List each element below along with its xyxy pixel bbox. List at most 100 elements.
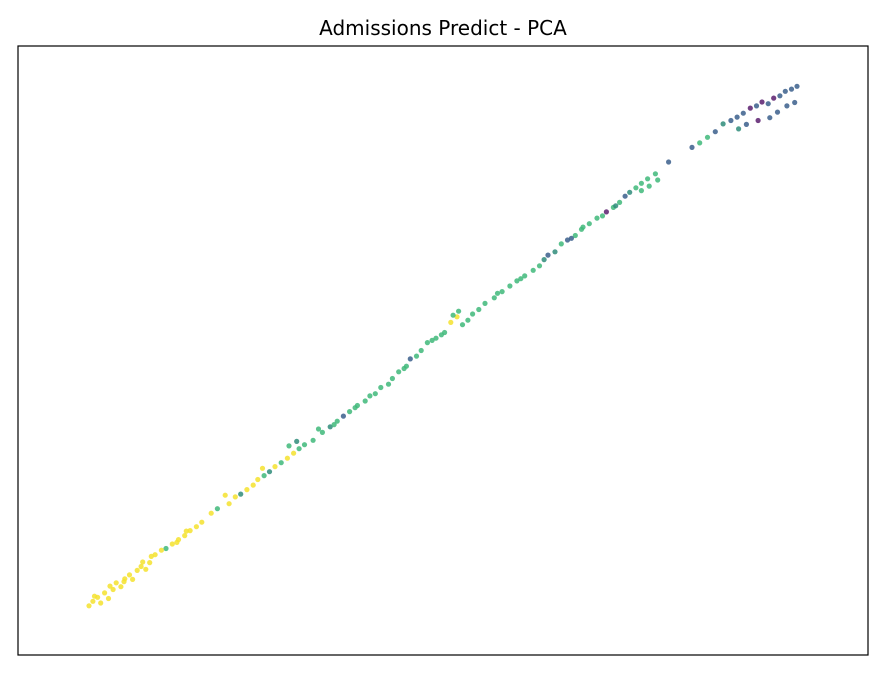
data-point [226,501,232,507]
data-point [105,595,112,602]
data-point [429,337,435,343]
data-point [765,101,771,107]
data-point [720,121,726,127]
data-point [552,249,558,255]
data-point [697,140,703,146]
data-point [86,603,92,609]
data-point [362,398,368,404]
data-point [413,353,420,359]
data-point [121,579,127,585]
data-point [183,528,189,534]
data-point [403,363,409,369]
data-point [491,295,497,301]
plot-area-frame [17,45,869,656]
data-point [174,539,180,546]
data-point [767,115,773,121]
data-point [126,572,133,578]
data-point [261,473,267,479]
data-point [572,232,578,239]
data-point [613,203,619,209]
data-point [438,332,444,338]
data-point [530,267,536,273]
data-point [148,553,154,560]
data-point [91,593,98,599]
data-point [736,126,742,132]
data-point [459,322,466,328]
data-point [499,289,505,295]
data-point [794,83,800,89]
data-point [652,171,659,177]
data-point [784,103,790,109]
data-point [158,547,164,553]
data-point [476,306,482,313]
data-point [250,482,256,488]
data-point [704,134,711,140]
data-point [594,215,600,221]
data-point [98,600,104,606]
data-point [140,559,146,565]
data-point [372,391,378,397]
data-point [389,375,395,382]
data-point [284,455,290,461]
data-point [238,491,244,497]
data-point [617,199,623,205]
data-point [792,99,798,106]
data-point [118,584,124,590]
data-point [193,524,199,530]
data-point [564,237,571,243]
data-point [743,121,750,127]
data-point [319,429,325,435]
data-point [266,469,273,475]
data-point [712,129,718,135]
data-point [278,460,284,466]
data-point [310,437,316,443]
data-point [759,99,765,105]
data-point [777,93,783,99]
data-point [522,273,528,279]
data-point [169,541,175,547]
data-point [182,533,188,539]
data-point [214,506,220,512]
data-point [655,177,661,183]
data-point [689,144,695,150]
data-point [244,487,250,493]
data-point [143,566,149,572]
data-point [187,528,193,534]
data-point [418,347,424,354]
data-point [110,586,116,593]
data-point [378,384,384,391]
data-point [433,335,439,341]
data-point [199,519,205,525]
data-point [747,105,753,111]
data-point [580,224,586,230]
data-point [138,563,144,570]
data-point [536,263,543,269]
data-point [147,560,153,566]
data-point [465,317,471,323]
data-point [734,114,740,120]
data-point [352,405,358,411]
data-point [385,381,392,387]
data-point [424,340,430,346]
data-point [327,424,333,430]
data-point [482,300,488,306]
data-point [586,221,592,227]
data-point [340,413,346,419]
data-point [134,567,140,574]
data-points [86,83,800,609]
data-point [728,117,734,124]
data-point [782,88,788,94]
data-point [633,185,639,191]
data-point [774,109,781,115]
data-point [645,176,651,182]
data-point [456,308,462,314]
data-point [541,257,547,263]
data-point [740,110,746,116]
data-point [291,450,297,456]
data-point [470,311,476,317]
data-point [232,494,238,500]
data-point [407,356,413,362]
data-point [558,241,564,247]
data-point [507,283,513,289]
